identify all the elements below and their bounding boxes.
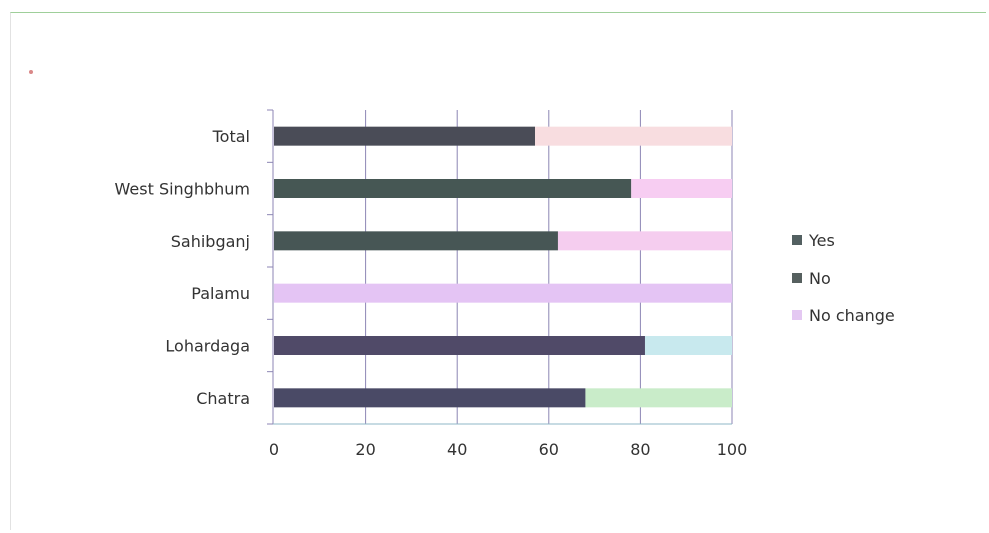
bar-yes-total <box>274 126 536 146</box>
bar-yes-west-singhbhum <box>274 179 632 198</box>
bar-no-change-total <box>535 126 732 146</box>
category-label-sahibganj: Sahibganj <box>171 232 250 251</box>
bar-yes-lohardaga <box>274 336 645 355</box>
legend-swatch-no <box>792 273 802 283</box>
bar-no-change-lohardaga <box>644 336 732 355</box>
x-tick-label-40: 40 <box>447 440 467 459</box>
speck-mark <box>29 70 33 74</box>
bar-no-change-sahibganj <box>557 231 732 251</box>
x-tick-label-60: 60 <box>539 440 559 459</box>
legend-swatch-no-change <box>792 310 802 320</box>
category-label-total: Total <box>212 127 250 146</box>
category-label-chatra: Chatra <box>196 389 250 408</box>
x-tick-label-80: 80 <box>630 440 650 459</box>
legend-label-no-change: No change <box>809 306 895 325</box>
x-tick-label-20: 20 <box>355 440 375 459</box>
bar-no-change-west-singhbhum <box>631 179 732 198</box>
bar-yes-sahibganj <box>274 231 558 251</box>
x-tick-label-100: 100 <box>717 440 748 459</box>
category-label-lohardaga: Lohardaga <box>165 337 250 356</box>
category-label-palamu: Palamu <box>191 284 250 303</box>
category-label-west-singhbhum: West Singhbhum <box>115 180 250 199</box>
bar-no-change-chatra <box>585 388 732 408</box>
legend-swatch-yes <box>792 235 802 245</box>
chart-frame <box>10 12 986 530</box>
x-tick-label-0: 0 <box>269 440 279 459</box>
legend-label-yes: Yes <box>808 231 835 250</box>
legend-label-no: No <box>809 269 831 288</box>
bar-no-change-palamu <box>274 283 732 303</box>
bar-yes-chatra <box>274 388 586 408</box>
